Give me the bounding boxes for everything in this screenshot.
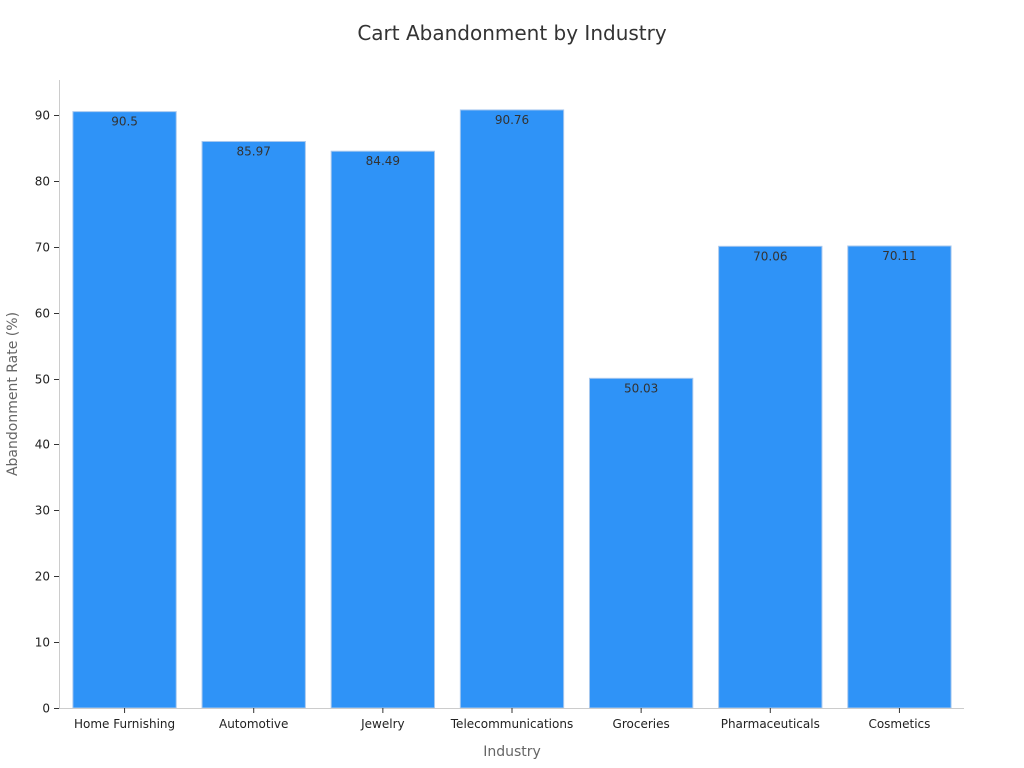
- y-tick-label-60: 60: [35, 307, 50, 321]
- bar-cosmetics: [847, 245, 952, 709]
- bar-groceries: [588, 377, 694, 709]
- y-tick-label-80: 80: [35, 175, 50, 189]
- x-tick-label-home-furnishing: Home Furnishing: [74, 717, 175, 731]
- data-labels-group: 90.5 85.97 84.49 90.76 50.03 70.06 70.11: [111, 113, 916, 395]
- plot-area: 90.5 85.97 84.49 90.76 50.03 70.06 70.11 0 10 20…: [35, 80, 964, 731]
- x-tick-label-pharmaceuticals: Pharmaceuticals: [721, 717, 820, 731]
- y-axis-label: Abandonment Rate (%): [5, 312, 21, 476]
- bar-telecommunications: [459, 109, 565, 709]
- bars-group: [72, 109, 952, 709]
- x-tick-label-cosmetics: Cosmetics: [868, 717, 930, 731]
- x-tick-label-automotive: Automotive: [219, 717, 288, 731]
- bar-pharmaceuticals: [718, 245, 823, 709]
- y-tick-label-20: 20: [35, 570, 50, 584]
- x-tick-label-telecommunications: Telecommunications: [450, 717, 573, 731]
- data-label-home-furnishing: 90.5: [111, 115, 138, 129]
- x-tick-label-groceries: Groceries: [613, 717, 670, 731]
- data-label-jewelry: 84.49: [366, 154, 400, 168]
- y-tick-label-40: 40: [35, 438, 50, 452]
- data-label-pharmaceuticals: 70.06: [753, 249, 787, 263]
- data-label-automotive: 85.97: [237, 144, 271, 158]
- y-tick-label-30: 30: [35, 504, 50, 518]
- data-label-cosmetics: 70.11: [882, 249, 916, 263]
- data-label-telecommunications: 90.76: [495, 113, 529, 127]
- chart-title: Cart Abandonment by Industry: [357, 21, 667, 45]
- data-label-groceries: 50.03: [624, 381, 658, 395]
- x-axis-label: Industry: [483, 744, 541, 760]
- x-tick-label-jewelry: Jewelry: [360, 717, 405, 731]
- y-tick-label-70: 70: [35, 241, 50, 255]
- y-tick-label-0: 0: [42, 702, 50, 716]
- x-ticks-group: Home Furnishing Automotive Jewelry Telecomm…: [74, 708, 930, 731]
- y-ticks-group: 0 10 20 30 40 50 60 70 80 90: [35, 109, 59, 716]
- y-tick-label-50: 50: [35, 373, 50, 387]
- y-tick-label-90: 90: [35, 109, 50, 123]
- y-tick-label-10: 10: [35, 636, 50, 650]
- bar-home-furnishing: [72, 111, 177, 709]
- bar-jewelry: [330, 150, 436, 709]
- bar-automotive: [201, 140, 306, 709]
